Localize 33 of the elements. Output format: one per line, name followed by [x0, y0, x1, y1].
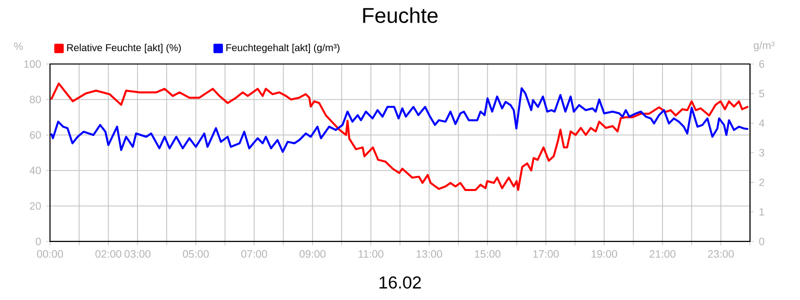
line-series: [50, 87, 750, 153]
x-tick-label: 21:00: [650, 250, 676, 258]
x-axis-title: 16.02: [380, 276, 421, 289]
y2-tick-label: 5: [759, 90, 764, 98]
x-tick-label: 17:00: [533, 250, 559, 258]
y-axis-title: %: [14, 42, 23, 50]
x-tick-label: 15:00: [474, 250, 500, 258]
y-tick-label: 0: [36, 238, 41, 246]
y2-tick-label: 3: [759, 148, 764, 157]
y2-axis-title: g/m³: [754, 41, 774, 52]
y-tick-label: 40: [30, 166, 41, 174]
y2-tick-label: 2: [759, 178, 764, 186]
y-tick-label: 100: [24, 60, 41, 68]
x-tick-label: 02:00: [95, 250, 122, 258]
x-tick-label: 11:00: [358, 250, 384, 258]
y2-tick-label: 1: [760, 208, 764, 216]
x-tick-label: 07:00: [241, 250, 268, 258]
y-tick-label: 60: [30, 131, 41, 139]
legend-label: Relative Feuchte [akt] (%): [67, 44, 181, 54]
x-tick-label: 03:00: [124, 250, 150, 258]
chart-title: Feuchte: [363, 7, 438, 24]
y-tick-label: 20: [30, 202, 41, 210]
x-tick-label: 19:00: [592, 250, 618, 258]
x-tick-label: 23:00: [708, 250, 734, 258]
x-tick-label: 05:00: [182, 250, 209, 258]
legend-label: Feuchtegehalt [akt] (g/m³): [226, 44, 340, 54]
y-tick-label: 80: [30, 96, 41, 104]
x-tick-label: 13:00: [416, 250, 442, 258]
y2-tick-label: 6: [759, 60, 764, 68]
x-tick-label: 09:00: [300, 250, 326, 258]
x-tick-label: 00:00: [37, 250, 63, 258]
y2-tick-label: 0: [759, 238, 764, 246]
y2-tick-label: 4: [758, 119, 764, 127]
